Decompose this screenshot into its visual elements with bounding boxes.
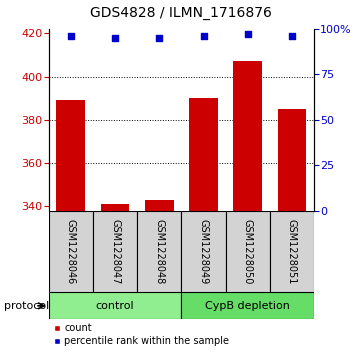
Bar: [181, 292, 314, 319]
Point: [201, 33, 206, 39]
Bar: [137, 211, 182, 292]
Legend: count, percentile rank within the sample: count, percentile rank within the sample: [49, 319, 233, 350]
Text: control: control: [96, 301, 134, 311]
Text: GSM1228046: GSM1228046: [66, 219, 76, 284]
Bar: [189, 98, 218, 211]
Point: [156, 35, 162, 41]
Text: protocol: protocol: [4, 301, 49, 311]
Text: CypB depletion: CypB depletion: [205, 301, 290, 311]
Text: GSM1228051: GSM1228051: [287, 219, 297, 284]
Bar: [226, 211, 270, 292]
Text: GSM1228048: GSM1228048: [154, 219, 164, 284]
Bar: [145, 200, 174, 211]
Text: GSM1228049: GSM1228049: [199, 219, 209, 284]
Bar: [49, 211, 93, 292]
Point: [68, 33, 74, 39]
Bar: [233, 61, 262, 211]
Point: [245, 32, 251, 37]
Bar: [181, 211, 226, 292]
Bar: [49, 292, 181, 319]
Bar: [56, 100, 85, 211]
Bar: [278, 109, 306, 211]
Text: GSM1228050: GSM1228050: [243, 219, 253, 284]
Bar: [270, 211, 314, 292]
Text: GDS4828 / ILMN_1716876: GDS4828 / ILMN_1716876: [90, 6, 271, 20]
Text: GSM1228047: GSM1228047: [110, 219, 120, 284]
Bar: [93, 211, 137, 292]
Bar: [101, 204, 130, 211]
Point: [112, 35, 118, 41]
Point: [289, 33, 295, 39]
